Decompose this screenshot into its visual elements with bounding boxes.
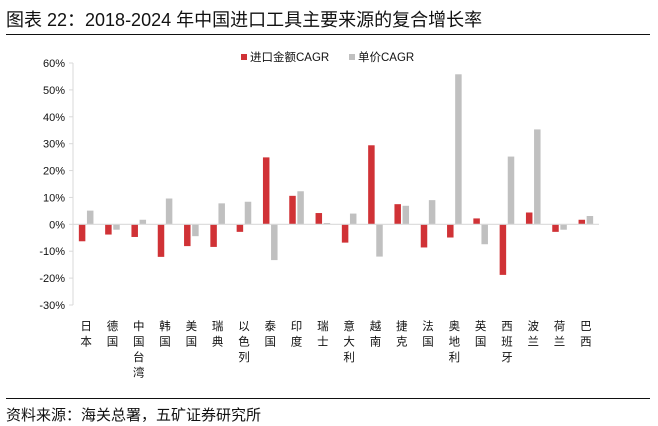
x-category-label: 西班牙 <box>501 321 513 364</box>
bar-price <box>507 156 515 225</box>
bar-import <box>289 195 296 225</box>
bar-price <box>192 224 199 237</box>
y-tick-label: 50% <box>43 85 65 97</box>
y-tick-label: 40% <box>43 112 65 124</box>
x-category-label: 以色列 <box>238 320 250 364</box>
bar-price <box>428 200 436 225</box>
bar-import <box>368 145 375 225</box>
bar-import <box>578 219 586 225</box>
x-category-label: 意大利 <box>343 319 355 364</box>
bar-import <box>473 218 480 225</box>
y-tick-label: -10% <box>39 246 65 258</box>
x-category-label: 英国 <box>475 319 487 349</box>
y-tick-label: -20% <box>39 273 65 285</box>
y-tick-label: 30% <box>43 139 65 151</box>
legend-label-import: 进口金额CAGR <box>250 50 329 64</box>
bar-import <box>499 224 507 275</box>
bar-price <box>376 224 383 257</box>
bar-price <box>271 224 278 261</box>
bar-price <box>481 224 488 245</box>
bar-import <box>105 224 112 235</box>
bar-price <box>586 215 594 225</box>
y-tick-label: 0% <box>49 219 65 231</box>
x-category-label: 越南 <box>370 319 382 349</box>
bar-import <box>341 224 349 243</box>
bar-import <box>420 224 428 248</box>
bar-import <box>157 224 165 257</box>
x-category-label: 巴西 <box>580 321 592 349</box>
x-category-label: 瑞典 <box>212 319 224 349</box>
bar-price <box>349 213 357 225</box>
bar-price <box>297 191 304 225</box>
x-category-label: 泰国 <box>265 319 277 349</box>
bar-import <box>131 224 138 237</box>
source-divider <box>6 398 650 399</box>
y-tick-label: 20% <box>43 166 65 178</box>
y-tick-label: -30% <box>39 300 65 312</box>
bar-import <box>262 157 270 225</box>
x-category-label: 印度 <box>291 320 303 349</box>
bar-price <box>455 74 462 225</box>
source-note: 资料来源：海关总署，五矿证券研究所 <box>6 407 262 424</box>
bar-price <box>218 203 225 225</box>
x-category-label: 波兰 <box>528 320 540 349</box>
x-category-label: 韩国 <box>159 319 171 349</box>
y-tick-label: 10% <box>43 192 65 204</box>
x-category-label: 捷克 <box>396 319 408 349</box>
bar-price <box>323 222 331 225</box>
x-category-label: 奥地利 <box>449 319 461 364</box>
bar-price <box>139 219 147 225</box>
bar-import <box>315 213 323 225</box>
bar-import <box>236 224 244 232</box>
x-category-label: 法国 <box>422 319 434 349</box>
chart-title: 图表 22：2018-2024 年中国进口工具主要来源的复合增长率 <box>6 10 483 30</box>
x-category-label: 荷兰 <box>554 320 566 349</box>
bar-import <box>394 204 401 225</box>
x-category-label: 日本 <box>80 321 92 349</box>
bar-price <box>165 198 173 225</box>
bar-import <box>552 224 559 232</box>
bar-price <box>560 224 567 230</box>
bar-price <box>86 210 94 225</box>
legend-label-price: 单价CAGR <box>358 51 414 64</box>
bar-price <box>402 205 410 225</box>
y-tick-label: 60% <box>43 58 65 70</box>
bar-import <box>184 224 191 247</box>
bar-price <box>244 201 252 225</box>
legend-swatch-import <box>241 54 247 60</box>
x-category-label: 中国台湾 <box>133 320 145 380</box>
bar-price <box>534 129 541 225</box>
title-divider <box>6 34 650 35</box>
bar-import <box>78 224 86 242</box>
bar-import <box>447 224 454 238</box>
legend-swatch-price <box>349 54 355 60</box>
x-category-label: 瑞士 <box>317 319 329 349</box>
bar-import <box>210 224 217 247</box>
bar-price <box>113 224 120 230</box>
bar-import <box>525 212 533 225</box>
x-category-label: 德国 <box>107 319 119 349</box>
x-category-label: 美国 <box>186 319 198 349</box>
